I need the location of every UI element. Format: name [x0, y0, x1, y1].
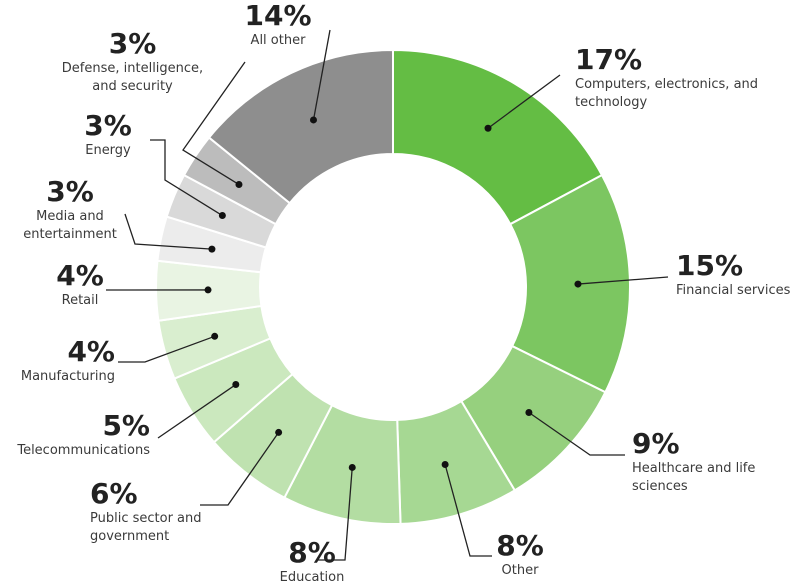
percent-label: 4%	[56, 259, 104, 292]
category-label: Computers, electronics, and technology	[575, 77, 759, 110]
percent-label: 5%	[102, 409, 150, 442]
category-label: Public sector and government	[90, 511, 202, 544]
category-label: Healthcare and life sciences	[632, 461, 756, 494]
leader-dot	[211, 332, 219, 340]
percent-label: 3%	[84, 109, 132, 142]
leader-line	[200, 432, 280, 506]
leader-line	[318, 467, 353, 561]
leader-line	[577, 276, 669, 285]
category-label: Defense, intelligence, and security	[61, 61, 204, 94]
category-label: All other	[250, 33, 306, 48]
leader-line	[182, 61, 246, 186]
segment-label: 8% Other	[470, 530, 570, 580]
percent-label: 17%	[575, 43, 643, 76]
leader-line	[118, 335, 215, 363]
category-label: Telecommunications	[17, 443, 150, 458]
leader-dot	[574, 280, 582, 288]
leader-dot	[218, 212, 226, 220]
category-label: Energy	[85, 143, 131, 158]
leader-line	[444, 464, 492, 557]
segment-label: 9% Healthcare and life sciences	[632, 428, 762, 496]
leader-dot	[232, 381, 240, 389]
segment-label: 8% Education	[262, 537, 362, 585]
segment-label: 3% Energy	[58, 110, 158, 160]
segment-label: 17% Computers, electronics, and technolog…	[575, 44, 765, 112]
leader-line	[150, 139, 223, 217]
leader-dot	[208, 245, 216, 253]
percent-label: 4%	[67, 335, 115, 368]
leader-line	[528, 411, 625, 456]
leader-dot	[525, 409, 533, 417]
segment-label: 4% Retail	[40, 260, 120, 310]
percent-label: 14%	[244, 0, 312, 32]
category-label: Media and entertainment	[23, 209, 117, 242]
category-label: Other	[501, 563, 539, 578]
leader-dot	[484, 124, 492, 132]
percent-label: 8%	[288, 536, 336, 569]
donut-segment	[392, 48, 604, 226]
leader-line	[312, 29, 331, 121]
segment-label: 15% Financial services	[676, 250, 800, 300]
percent-label: 15%	[676, 249, 744, 282]
leader-dot	[441, 461, 449, 469]
leader-dot	[275, 428, 283, 436]
segment-label: 6% Public sector and government	[90, 478, 210, 546]
leader-dot	[235, 181, 243, 189]
category-label: Education	[279, 570, 345, 585]
percent-label: 3%	[46, 175, 94, 208]
leader-dot	[309, 116, 317, 124]
leader-line	[487, 74, 561, 129]
segment-label: 5% Telecommunications	[0, 410, 150, 460]
percent-label: 6%	[90, 477, 138, 510]
percent-label: 8%	[496, 529, 544, 562]
segment-label: 3% Defense, intelligence, and security	[50, 28, 215, 96]
donut-segment	[207, 48, 394, 205]
leader-line	[157, 384, 237, 439]
category-label: Retail	[61, 293, 99, 308]
leader-dot	[348, 463, 356, 471]
percent-label: 3%	[108, 27, 157, 60]
percent-label: 9%	[632, 427, 680, 460]
segment-label: 14% All other	[228, 0, 328, 50]
segment-label: 3% Media and entertainment	[0, 176, 140, 244]
segment-label: 4% Manufacturing	[0, 336, 115, 386]
category-label: Manufacturing	[20, 369, 115, 384]
leader-line	[124, 213, 212, 250]
category-label: Financial services	[676, 283, 791, 298]
leader-dot	[204, 286, 212, 294]
